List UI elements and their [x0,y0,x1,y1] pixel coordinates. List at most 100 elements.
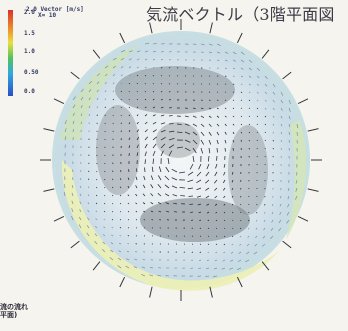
vector-arrow [264,91,268,95]
vector-arrow [144,129,148,133]
vector-arrow [272,131,275,134]
vector-arrow [142,184,146,189]
vector-arrow [190,267,194,269]
vector-arrow [136,129,140,133]
vector-arrow [120,106,122,109]
vector-arrow [184,147,191,152]
vector-arrow [280,91,284,96]
vector-arrow [63,191,66,197]
vector-arrow [136,121,139,125]
vector-arrow [189,203,194,205]
vector-arrow [196,171,202,177]
vector-arrow [214,171,218,177]
vector-field [63,42,299,278]
vector-arrow [240,59,245,63]
vector-arrow [152,75,155,77]
perimeter-vector [261,49,270,59]
vector-arrow [280,123,283,127]
vector-arrow [144,121,148,125]
vector-arrow [109,257,114,261]
perimeter-vector [261,261,270,271]
vector-arrow [168,67,171,69]
vector-arrow [152,114,156,117]
vector-arrow [232,219,234,222]
vector-arrow [160,136,166,141]
vector-arrow [222,259,226,262]
vector-arrow [135,193,138,197]
vector-arrow [296,131,298,136]
vector-arrow [144,136,149,141]
vector-arrow [171,177,178,181]
vector-arrow [166,210,170,213]
vector-arrow [168,144,175,149]
vector-arrow [128,58,132,61]
dense-vectors-top [115,66,235,114]
vector-arrow [272,91,276,95]
vector-arrow [206,259,210,262]
vector-arrow [200,139,205,145]
vector-arrow [64,144,66,149]
vector-arrow [224,107,227,110]
scale-tick: 1.5 [24,30,35,37]
vector-arrow [248,99,251,102]
vector-arrow [208,51,212,54]
vector-arrow [152,129,157,133]
vector-arrow [248,83,251,86]
vector-arrow [135,202,138,205]
vector-arrow [167,158,170,165]
vector-arrow [136,91,138,93]
vector-arrow [231,187,234,191]
vector-arrow [136,74,139,77]
vector-arrow [160,129,166,133]
vector-arrow [187,171,194,176]
vector-arrow [87,202,90,205]
vector-arrow [253,251,258,255]
velocity-scale: 2.0 Vector [m/s] X= 10 2.0 1.5 1.0 0.50 … [0,0,112,105]
vector-arrow [215,243,218,246]
vector-arrow [232,75,235,77]
vector-arrow [199,235,202,237]
perimeter-vector [70,240,80,249]
vector-arrow [160,114,165,117]
vector-arrow [190,219,194,221]
vector-arrow [102,234,106,237]
vector-arrow [196,179,202,184]
vector-arrow [208,123,212,127]
perimeter-vector [209,22,213,34]
vector-arrow [87,194,90,197]
vector-arrow [216,123,220,127]
vector-arrow [279,211,282,215]
perimeter-vector [43,188,55,192]
vector-arrow [135,219,138,221]
vector-arrow [144,106,147,109]
vector-arrow [272,107,275,111]
vector-arrow [168,115,173,117]
vector-arrow [152,50,157,53]
vector-arrow [199,243,202,245]
vector-arrow [96,89,99,93]
vector-arrow [216,115,220,118]
vector-arrow [120,114,122,117]
vector-arrow [240,91,243,93]
vector-arrow [79,209,82,213]
vector-arrow [144,143,148,149]
vector-arrow [196,195,202,198]
vector-arrow [72,120,75,125]
vector-arrow [127,185,130,189]
vector-arrow [207,235,210,237]
vector-arrow [192,131,198,136]
vector-arrow [296,171,298,176]
vector-arrow [144,114,148,117]
vector-arrow [87,186,90,189]
vector-arrow [205,179,210,184]
vector-arrow [127,235,130,237]
vector-arrow [120,169,122,173]
vector-arrow [205,275,210,277]
vector-arrow [270,227,274,231]
vector-arrow [158,210,162,213]
vector-arrow [80,170,82,173]
vector-arrow [79,177,82,181]
vector-arrow [200,115,205,119]
vector-arrow [128,169,130,173]
vector-arrow [104,194,106,197]
